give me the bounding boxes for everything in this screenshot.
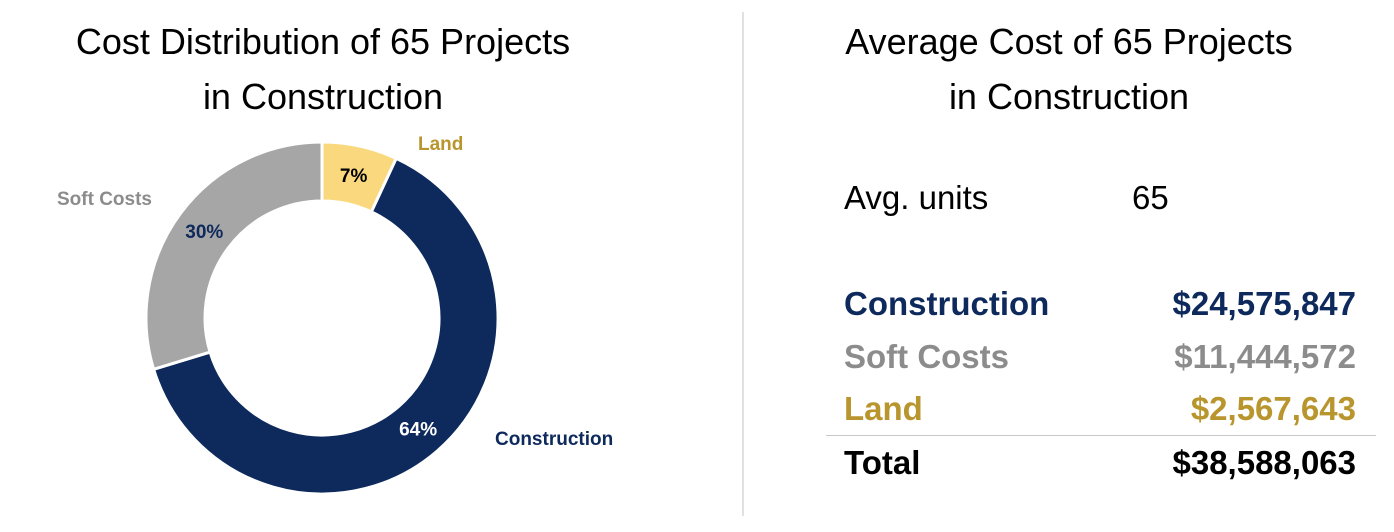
table-title: Average Cost of 65 Projects in Construct…	[774, 14, 1364, 124]
donut-chart-title-line-2: in Construction	[202, 76, 444, 117]
donut-labels: 7% Land 64% Construction 30% Soft Costs	[57, 134, 613, 450]
cost-row-label: Land	[844, 390, 923, 427]
panel-divider	[742, 12, 744, 516]
avg-units-row: Avg. units 65	[844, 175, 1356, 221]
donut-percent-label-land: 7%	[340, 166, 368, 187]
total-value: $38,588,063	[1172, 444, 1356, 481]
donut-category-label-land: Land	[418, 134, 463, 155]
cost-row-construction: Construction $24,575,847	[844, 281, 1356, 327]
total-divider	[826, 435, 1376, 436]
donut-category-label-construction: Construction	[495, 429, 613, 450]
donut-slice-soft-costs	[144, 140, 324, 372]
donut-percent-label-construction: 64%	[399, 420, 437, 441]
avg-units-value: 65	[1132, 179, 1169, 216]
donut-percent-label-soft-costs: 30%	[185, 222, 223, 243]
cost-row-soft-costs: Soft Costs $11,444,572	[844, 334, 1356, 380]
donut-chart: 7% Land 64% Construction 30% Soft Costs	[57, 134, 613, 496]
cost-row-label: Construction	[844, 285, 1050, 322]
cost-row-label: Soft Costs	[844, 338, 1009, 375]
cost-row-value: $2,567,643	[1190, 390, 1356, 427]
donut-category-label-soft-costs: Soft Costs	[57, 189, 152, 210]
cost-row-value: $24,575,847	[1172, 285, 1356, 322]
cost-row-land: Land $2,567,643	[844, 386, 1356, 432]
donut-chart-title-line-1: Cost Distribution of 65 Projects	[75, 21, 571, 62]
cost-row-total: Total $38,588,063	[844, 440, 1356, 486]
donut-chart-title: Cost Distribution of 65 Projects in Cons…	[10, 14, 636, 124]
avg-units-label: Avg. units	[844, 179, 989, 216]
cost-distribution-panel: Cost Distribution of 65 Projects in Cons…	[10, 14, 636, 496]
donut-slice-construction	[151, 156, 500, 496]
average-cost-panel: Average Cost of 65 Projects in Construct…	[744, 0, 1394, 532]
table-title-line-2: in Construction	[948, 76, 1190, 117]
cost-row-value: $11,444,572	[1174, 338, 1356, 375]
table-title-line-1: Average Cost of 65 Projects	[845, 21, 1293, 62]
total-label: Total	[844, 444, 921, 481]
donut-slices	[144, 140, 500, 496]
